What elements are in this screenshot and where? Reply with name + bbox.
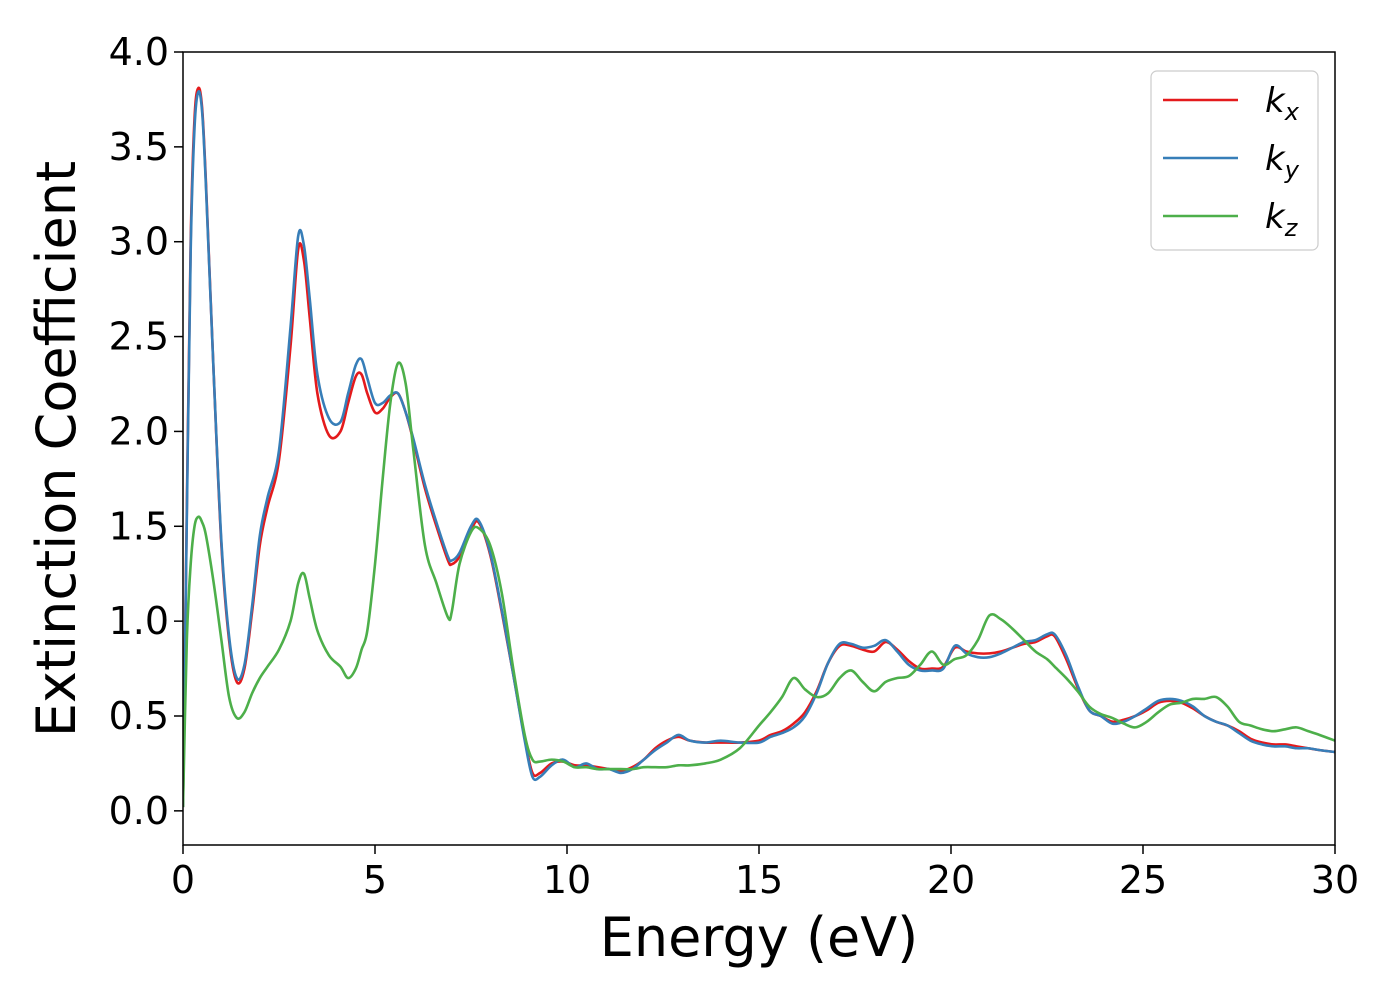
x-axis-label: Energy (eV): [600, 906, 919, 969]
y-tick-label: 3.0: [109, 220, 169, 264]
x-tick-label: 20: [927, 858, 975, 902]
x-tick-label: 5: [363, 858, 387, 902]
series-layer: [183, 86, 1335, 808]
y-tick-label: 1.5: [109, 504, 169, 548]
y-tick-label: 2.0: [109, 409, 169, 453]
x-tick-label: 0: [171, 858, 195, 902]
y-tick-label: 2.5: [109, 315, 169, 359]
x-axis: 0 5 10 15 20 25 30: [171, 845, 1359, 902]
legend-label-kz: kz: [1265, 197, 1299, 242]
series-line-ky: [183, 90, 1335, 808]
legend-label-main: k: [1265, 139, 1286, 179]
y-tick-label: 0.5: [109, 694, 169, 738]
legend-label-subscript: z: [1284, 214, 1299, 242]
legend-label-ky: ky: [1265, 139, 1300, 184]
legend-frame: [1150, 70, 1319, 251]
y-axis: 0.0 0.5 1.0 1.5 2.0 2.5 3.0 3.5 4.0: [109, 30, 183, 833]
y-tick-label: 4.0: [109, 30, 169, 74]
x-tick-label: 10: [543, 858, 591, 902]
x-tick-label: 25: [1119, 858, 1167, 902]
x-tick-label: 30: [1311, 858, 1359, 902]
x-tick-label: 15: [735, 858, 783, 902]
legend-label-main: k: [1265, 197, 1286, 237]
legend-label-subscript: y: [1284, 156, 1300, 184]
y-tick-label: 3.5: [109, 125, 169, 169]
series-line-kz: [183, 361, 1335, 808]
y-tick-label: 0.0: [109, 789, 169, 833]
y-tick-label: 1.0: [109, 599, 169, 643]
legend-label-main: k: [1265, 81, 1286, 121]
legend-label-kx: kx: [1265, 81, 1300, 126]
y-axis-label: Extinction Coefficient: [25, 161, 88, 737]
legend-label-subscript: x: [1284, 98, 1300, 126]
